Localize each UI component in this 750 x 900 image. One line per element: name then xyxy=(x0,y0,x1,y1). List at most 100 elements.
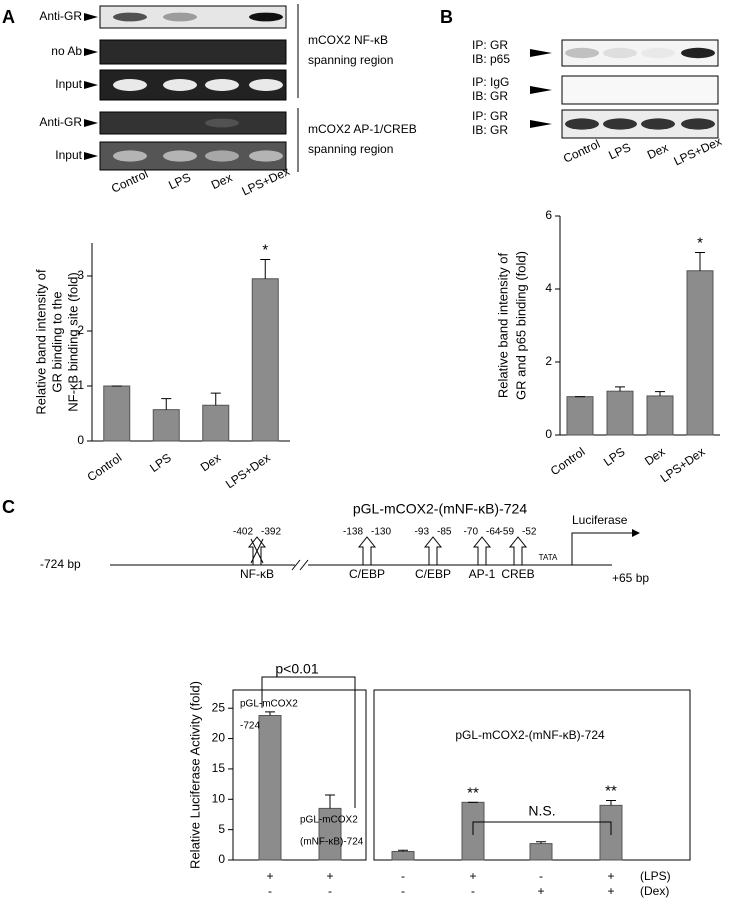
row-label: no Ab xyxy=(51,44,82,58)
bar xyxy=(251,278,279,442)
site-to: -52 xyxy=(522,527,537,538)
site-label: NF-κB xyxy=(240,567,274,581)
gel-row xyxy=(99,5,287,29)
bar-label: pGL-mCOX2 xyxy=(240,699,298,710)
bracket-label: spanning region xyxy=(308,142,393,156)
bar xyxy=(566,396,594,436)
dex-sign: - xyxy=(268,884,272,898)
bar-label: -724 xyxy=(240,721,260,732)
y-tick-label: 10 xyxy=(212,791,226,805)
lps-sign: + xyxy=(266,869,273,883)
band xyxy=(603,47,637,59)
arrow xyxy=(84,152,98,160)
dex-sign: - xyxy=(401,884,405,898)
arrow xyxy=(84,81,98,89)
row-label: IP: GR xyxy=(472,109,508,123)
site-to: -64 xyxy=(486,527,501,538)
y-tick-label: 20 xyxy=(212,731,226,745)
x-tick-label: LPS xyxy=(147,451,174,475)
lane-label: Dex xyxy=(645,140,670,162)
band xyxy=(249,12,283,22)
band xyxy=(205,150,239,162)
significance: * xyxy=(697,234,703,251)
y-tick-label: 0 xyxy=(77,433,84,447)
y-tick-label: 2 xyxy=(77,323,84,337)
bar xyxy=(529,843,553,861)
site-to: -85 xyxy=(437,527,452,538)
significance: ** xyxy=(605,782,617,799)
lane-label: LPS+Dex xyxy=(672,134,724,168)
row-label: IP: GR xyxy=(472,38,508,52)
plot-frame xyxy=(373,689,691,861)
bracket-label: spanning region xyxy=(308,53,393,67)
y-tick-label: 6 xyxy=(545,208,552,222)
y-tick-label: 1 xyxy=(77,378,84,392)
site-from: -70 xyxy=(464,527,479,538)
bar xyxy=(391,851,415,861)
site-label: AP-1 xyxy=(469,567,496,581)
row-label: IB: GR xyxy=(472,89,508,103)
band xyxy=(249,79,283,91)
band xyxy=(565,118,599,130)
band xyxy=(641,47,675,59)
tata-label: TATA xyxy=(539,553,558,562)
tss-arrow xyxy=(571,532,632,565)
site-from: -59 xyxy=(500,527,515,538)
bar xyxy=(686,270,714,436)
break xyxy=(291,559,301,571)
site-from: -93 xyxy=(415,527,430,538)
band xyxy=(681,118,715,130)
lps-sign: - xyxy=(401,869,405,883)
site-arrow xyxy=(472,536,492,566)
site-to: -130 xyxy=(371,527,391,538)
arrow xyxy=(530,120,552,128)
panel-letter: C xyxy=(2,497,15,517)
x-tick-label: Dex xyxy=(198,451,224,475)
panel-letter: A xyxy=(2,7,15,27)
lane-label: LPS xyxy=(606,140,632,162)
panel-subtitle: pGL-mCOX2-(mNF-κB)-724 xyxy=(455,728,605,742)
band xyxy=(205,79,239,91)
panel-letter: B xyxy=(440,7,453,27)
error-bar xyxy=(265,711,275,716)
bracket-label: mCOX2 NF-κB xyxy=(308,33,388,47)
p-bracket xyxy=(261,676,356,808)
arrow xyxy=(84,119,98,127)
error-bar xyxy=(695,252,705,271)
bar xyxy=(202,404,230,442)
bar xyxy=(103,385,131,442)
dex-sign: - xyxy=(471,884,475,898)
dex-sign: - xyxy=(328,884,332,898)
break xyxy=(299,559,309,571)
ns-label: N.S. xyxy=(528,803,555,819)
y-axis-label: NF-κB binding site (fold) xyxy=(65,272,80,411)
bar xyxy=(152,409,180,442)
row-label: IB: GR xyxy=(472,123,508,137)
bar xyxy=(606,390,634,436)
row-label: Anti-GR xyxy=(39,115,82,129)
lps-sign: - xyxy=(539,869,543,883)
x-tick-label: LPS+Dex xyxy=(658,445,708,486)
lane-label: LPS xyxy=(166,170,192,192)
error-bar xyxy=(210,392,221,406)
bar xyxy=(258,715,282,861)
lane-label: Control xyxy=(109,167,150,196)
error-bar xyxy=(325,794,335,809)
dex-sign: + xyxy=(607,884,614,898)
arrow xyxy=(632,529,640,537)
site-to: -392 xyxy=(261,527,281,538)
arrow xyxy=(530,86,552,94)
site-arrow xyxy=(357,536,377,566)
lps-sign: + xyxy=(326,869,333,883)
site-arrow xyxy=(508,536,528,566)
band xyxy=(565,47,599,59)
y-axis-label: GR binding to the xyxy=(49,291,64,392)
row-label: IP: IgG xyxy=(472,75,509,89)
band xyxy=(163,150,197,162)
bracket-label: mCOX2 AP-1/CREB xyxy=(308,122,417,136)
y-tick-label: 2 xyxy=(545,354,552,368)
row-label: (Dex) xyxy=(640,884,669,898)
x-tick-label: LPS xyxy=(601,445,628,469)
dex-sign: + xyxy=(537,884,544,898)
band xyxy=(641,118,675,130)
